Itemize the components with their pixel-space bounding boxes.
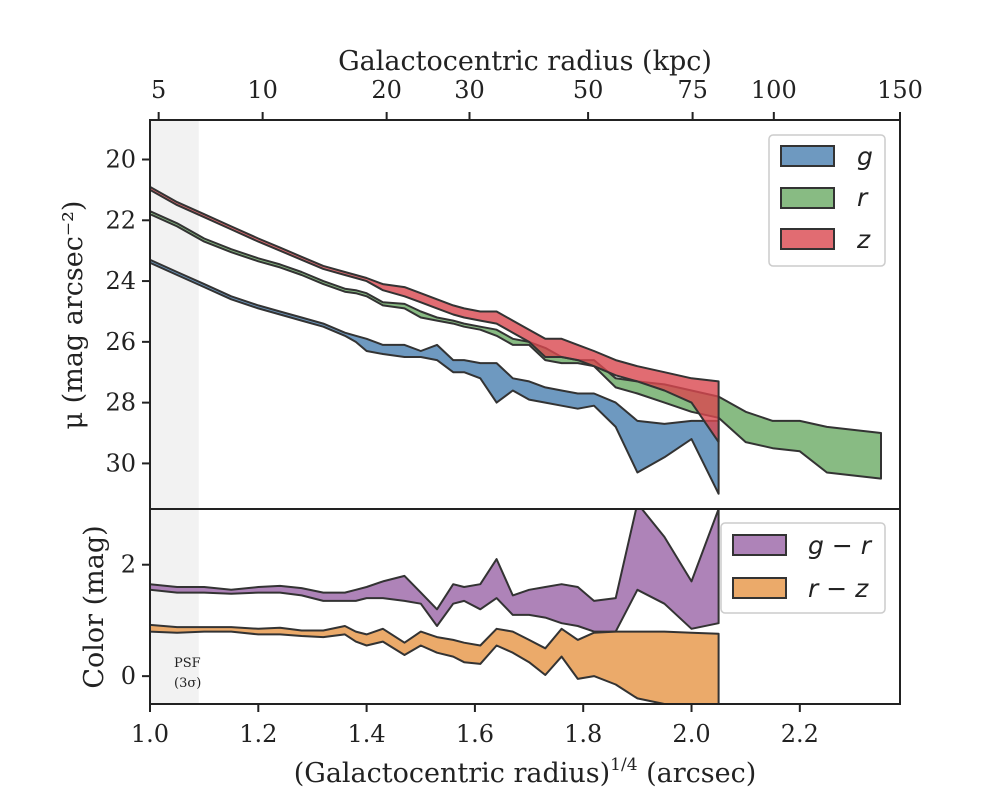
x-tick-label: 1.0 (131, 720, 169, 748)
top-axis-title: Galactocentric radius (kpc) (338, 46, 712, 77)
y-tick-label: 0 (121, 662, 136, 690)
top-tick-label: 75 (677, 76, 708, 104)
legend-swatch-r-z (732, 577, 787, 599)
legend-label-r: r (857, 183, 869, 212)
y-tick-label: 28 (105, 389, 136, 417)
legend-label-r-z: r − z (808, 574, 869, 603)
legend-color: g − r r − z (720, 522, 886, 614)
band-surface-brightness-g (150, 258, 720, 495)
y-tick-label: 22 (105, 206, 136, 234)
x-tick-label: 1.8 (564, 720, 602, 748)
legend-swatch-g (780, 145, 835, 167)
legend-label-z: z (856, 225, 871, 254)
psf-label-line2: (3σ) (174, 676, 201, 691)
y-tick-label: 2 (121, 551, 136, 579)
top-tick-label: 5 (151, 76, 166, 104)
legend-swatch-g-r (732, 534, 787, 556)
legend-label-g: g (857, 142, 873, 171)
band-color-rz (150, 623, 720, 704)
x-tick-label: 2.2 (781, 720, 819, 748)
band-color-gr (150, 509, 720, 633)
top-tick-label: 30 (454, 76, 485, 104)
x-tick-label: 1.4 (348, 720, 386, 748)
band-surface-brightness-z (150, 185, 720, 444)
x-axis-title: (Galactocentric radius)1/4 (arcsec) (294, 755, 757, 789)
legend-surface-brightness: g r z (768, 134, 886, 267)
top-tick-label: 50 (573, 76, 604, 104)
x-tick-label: 1.2 (239, 720, 277, 748)
top-tick-label: 100 (751, 76, 797, 104)
top-tick-label: 20 (371, 76, 402, 104)
y-axis-title-top: μ (mag arcsec⁻²) (58, 201, 89, 430)
top-tick-label: 10 (247, 76, 278, 104)
x-tick-label: 2.0 (672, 720, 710, 748)
legend-label-g-r: g − r (808, 531, 873, 560)
legend-swatch-z (780, 228, 835, 250)
top-tick-label: 150 (877, 76, 923, 104)
y-tick-label: 20 (105, 146, 136, 174)
y-tick-label: 26 (105, 328, 136, 356)
y-tick-label: 24 (105, 267, 136, 295)
bottom-panel-frame (149, 508, 901, 705)
legend-swatch-r (780, 187, 835, 209)
psf-label-line1: PSF (174, 656, 201, 671)
y-axis-title-bottom: Color (mag) (79, 525, 110, 688)
x-tick-label: 1.6 (456, 720, 494, 748)
y-tick-label: 30 (105, 449, 136, 477)
